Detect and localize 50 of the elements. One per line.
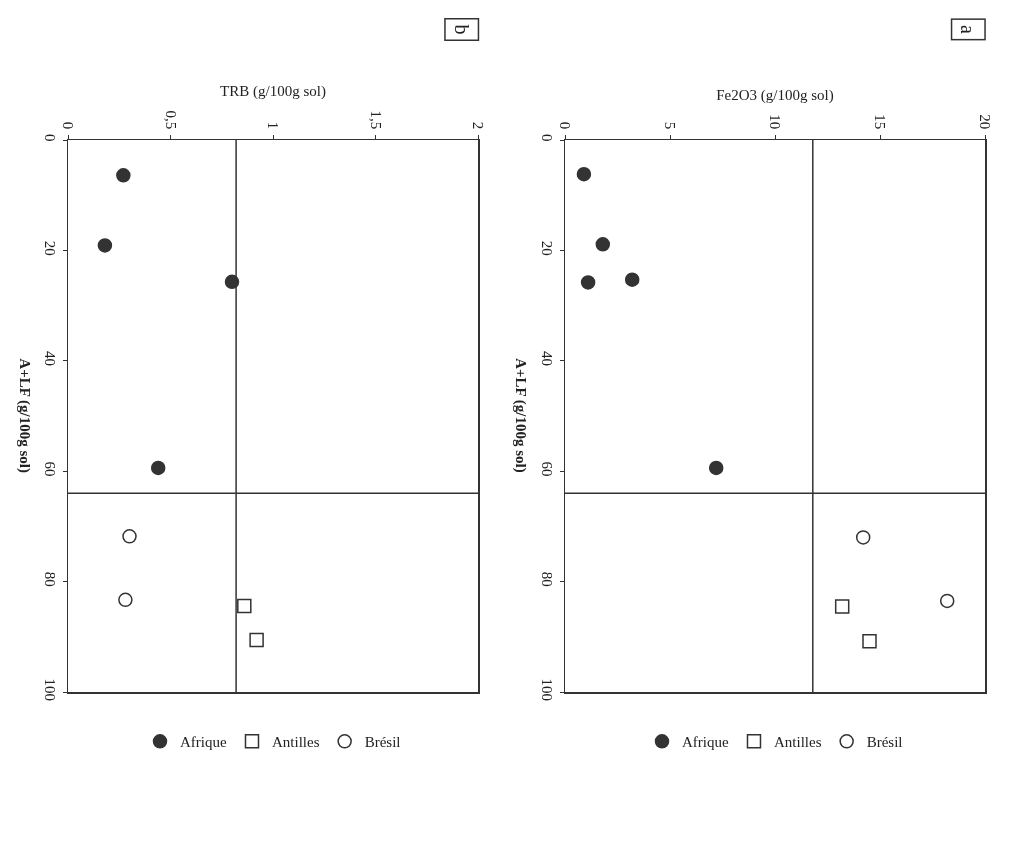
text: a <box>957 24 980 34</box>
point <box>862 633 877 649</box>
point <box>249 632 264 648</box>
point <box>624 272 640 287</box>
point <box>122 529 137 544</box>
point <box>580 275 596 290</box>
y-tick-label: 0 <box>538 134 555 142</box>
x-tick-label: 0 <box>60 121 77 130</box>
y-tick-label: 40 <box>41 351 58 367</box>
x-tick-label: 5 <box>662 121 679 130</box>
y-axis-title: A+LF (g/100g sol) <box>15 358 33 473</box>
point <box>237 598 252 614</box>
y-tick-label: 20 <box>538 240 555 256</box>
point <box>595 237 611 252</box>
x-axis-title: Fe2O3 (g/100g sol) <box>716 86 834 104</box>
y-tick-label: 0 <box>41 134 58 142</box>
y-tick-label: 80 <box>41 571 58 587</box>
x-axis-title: TRB (g/100g sol) <box>220 83 326 100</box>
text: b <box>450 24 473 35</box>
legend-label: Antilles <box>271 734 320 751</box>
x-tick-label: 10 <box>767 114 784 130</box>
x-tick-label: 0,5 <box>162 110 179 130</box>
x-tick-label: 20 <box>977 114 994 130</box>
point <box>855 530 871 545</box>
point <box>116 168 131 183</box>
legend-label: Antilles <box>773 734 822 751</box>
point <box>834 599 850 614</box>
y-axis-title: A+LF (g/100g sol) <box>511 358 529 473</box>
point <box>150 460 166 476</box>
x-tick-label: 1 <box>265 121 282 130</box>
point <box>118 592 133 608</box>
legend-label: Afrique <box>682 734 729 751</box>
point <box>708 460 724 476</box>
x-tick-label: 1,5 <box>367 110 384 130</box>
legend-label: Brésil <box>364 734 401 751</box>
y-tick-label: 100 <box>41 678 58 701</box>
point <box>576 166 592 182</box>
legend-label: Brésil <box>866 734 903 751</box>
legend-label: Afrique <box>180 734 227 751</box>
point <box>97 238 113 253</box>
point <box>939 593 955 609</box>
y-tick-label: 40 <box>538 351 555 367</box>
x-tick-label: 15 <box>872 114 889 130</box>
y-tick-label: 100 <box>538 678 555 701</box>
x-tick-label: 2 <box>470 121 487 130</box>
y-tick-label: 60 <box>538 461 555 477</box>
y-tick-label: 60 <box>41 461 58 477</box>
y-tick-label: 20 <box>41 240 58 256</box>
x-tick-label: 0 <box>557 121 574 130</box>
y-tick-label: 80 <box>538 571 555 587</box>
